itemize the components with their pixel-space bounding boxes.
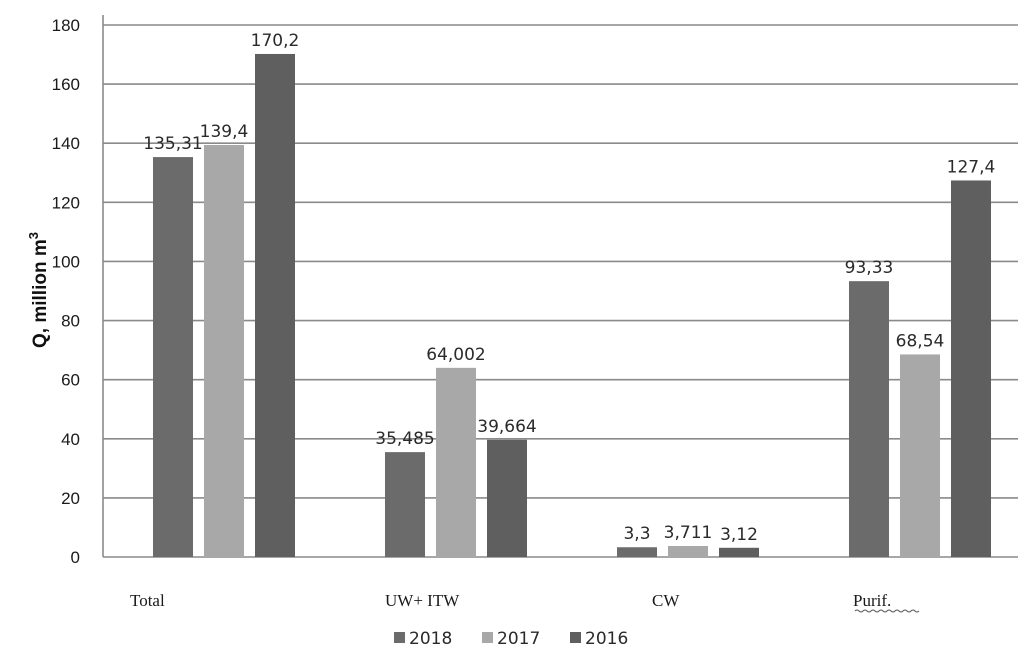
legend-swatch-2016: [570, 632, 581, 643]
bar-2017-1: [436, 367, 476, 557]
category-label: CW: [652, 591, 680, 610]
category-labels: Total UW+ ITW CW Purif.: [130, 591, 920, 613]
data-label: 68,54: [896, 331, 945, 351]
bar-2017-3: [900, 354, 940, 557]
legend-swatch-2017: [482, 632, 493, 643]
category-label: UW+ ITW: [385, 591, 460, 610]
category-label: Purif.: [853, 591, 891, 610]
data-label: 3,3: [623, 524, 650, 544]
bar-2016-1: [487, 439, 527, 557]
data-label: 39,664: [477, 417, 536, 437]
y-tick-label: 0: [71, 548, 80, 567]
data-label: 3,12: [720, 525, 758, 545]
bar-2017-0: [204, 144, 244, 558]
y-tick-label: 160: [52, 75, 80, 94]
y-tick-label: 40: [61, 430, 80, 449]
y-tick-label: 140: [52, 134, 80, 153]
bar-2018-3: [849, 281, 889, 557]
bars: [153, 53, 991, 558]
y-axis-ticks: 0 20 40 60 80 100 120 140 160 180: [52, 16, 80, 567]
data-label: 3,711: [664, 523, 713, 543]
y-tick-label: 100: [52, 252, 80, 271]
spellcheck-underline: [854, 609, 920, 613]
y-tick-label: 20: [61, 489, 80, 508]
bar-2018-0: [153, 157, 193, 557]
legend: 2018 2017 2016: [394, 629, 628, 649]
y-axis-title: Q, million m3: [26, 232, 51, 348]
bar-2017-2: [668, 546, 708, 557]
y-tick-label: 60: [61, 371, 80, 390]
legend-label: 2018: [409, 629, 452, 649]
data-label: 64,002: [426, 345, 485, 365]
data-label: 135,31: [143, 134, 202, 154]
bar-2016-2: [719, 547, 759, 557]
legend-swatch-2018: [394, 632, 405, 643]
bar-2018-2: [617, 547, 657, 557]
data-label: 170,2: [251, 31, 300, 51]
data-label: 35,485: [375, 429, 434, 449]
bar-2016-3: [951, 180, 991, 557]
category-label: Total: [130, 591, 165, 610]
legend-label: 2017: [497, 629, 540, 649]
bar-2018-1: [385, 452, 425, 557]
y-tick-label: 80: [61, 312, 80, 331]
data-label: 93,33: [845, 258, 894, 278]
y-tick-label: 180: [52, 16, 80, 35]
legend-label: 2016: [585, 629, 628, 649]
y-tick-label: 120: [52, 193, 80, 212]
data-label: 127,4: [947, 157, 996, 177]
bar-2016-0: [255, 53, 295, 557]
data-label: 139,4: [200, 122, 249, 142]
